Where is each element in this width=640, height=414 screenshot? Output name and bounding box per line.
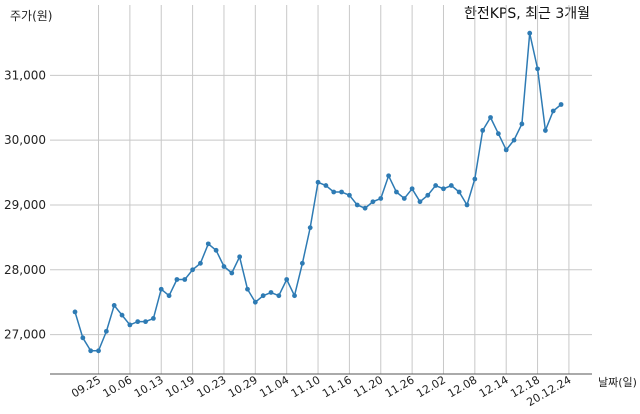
data-point	[96, 348, 101, 354]
y-tick-label: 30,000	[4, 133, 46, 147]
x-axis-label: 날짜(일)	[598, 375, 637, 389]
data-point	[456, 189, 462, 195]
data-point	[441, 186, 446, 192]
y-tick-label: 29,000	[4, 198, 46, 212]
data-point	[80, 335, 86, 341]
data-point	[347, 192, 352, 198]
data-point	[307, 225, 313, 231]
data-point	[433, 183, 439, 188]
data-point	[362, 205, 368, 211]
x-tick-label: 11.10	[289, 373, 323, 400]
data-point	[448, 183, 454, 188]
chart-title: 한전KPS, 최근 3개월	[464, 6, 590, 22]
price-series-points	[72, 30, 564, 354]
x-tick-label: 09.25	[69, 373, 103, 400]
data-point	[221, 264, 227, 269]
data-point	[550, 108, 556, 114]
data-point	[299, 260, 305, 266]
x-tick-label: 10.29	[226, 373, 260, 400]
data-point	[558, 102, 564, 107]
x-tick-label: 12.14	[477, 373, 511, 400]
data-point	[370, 199, 376, 205]
x-tick-labels: 09.2510.0610.1310.1910.2310.2911.0411.10…	[69, 373, 573, 409]
data-point	[331, 189, 337, 195]
y-tick-label: 28,000	[4, 263, 46, 277]
y-tick-label: 27,000	[4, 328, 46, 342]
x-tick-label: 10.19	[163, 373, 197, 400]
x-tick-label: 10.06	[101, 373, 135, 400]
data-point	[88, 348, 94, 354]
vertical-gridlines	[98, 5, 570, 374]
data-point	[464, 202, 470, 208]
data-point	[143, 319, 148, 325]
data-point	[111, 303, 117, 308]
data-point	[119, 312, 125, 318]
data-point	[268, 290, 274, 295]
data-point	[543, 128, 548, 133]
data-point	[213, 247, 219, 253]
data-point	[488, 115, 493, 120]
data-point	[409, 186, 415, 192]
y-tick-label: 31,000	[4, 68, 46, 82]
data-point	[315, 179, 321, 185]
y-tick-labels: 27,000 28,000 29,000 30,000 31,000	[4, 68, 46, 341]
data-point	[260, 293, 266, 299]
data-point	[151, 315, 156, 321]
data-point	[190, 267, 196, 273]
data-point	[394, 189, 399, 195]
data-point	[378, 196, 384, 201]
data-point	[245, 286, 250, 292]
data-point	[229, 270, 235, 276]
data-point	[495, 131, 501, 137]
data-point	[182, 277, 188, 282]
x-tick-label: 11.26	[383, 373, 417, 400]
data-point	[284, 277, 290, 282]
data-point	[417, 199, 423, 205]
data-point	[103, 328, 109, 334]
data-point	[205, 241, 211, 247]
data-point	[386, 173, 391, 179]
data-point	[425, 192, 431, 198]
y-axis-label: 주가(원)	[10, 9, 52, 23]
x-tick-label: 12.08	[446, 373, 480, 400]
data-point	[472, 176, 478, 182]
data-point	[339, 189, 344, 195]
x-tick-label: 11.20	[351, 373, 385, 400]
data-point	[511, 137, 517, 143]
data-point	[323, 183, 329, 188]
x-tick-label: 10.13	[132, 373, 166, 400]
data-point	[135, 319, 141, 325]
data-point	[401, 196, 407, 201]
data-point	[292, 293, 297, 299]
x-tick-label: 12.02	[414, 373, 448, 400]
data-point	[535, 66, 540, 72]
data-point	[127, 322, 133, 328]
data-point	[166, 293, 172, 299]
data-point	[480, 128, 486, 133]
horizontal-gridlines	[50, 74, 592, 336]
data-point	[174, 277, 180, 282]
data-point	[527, 30, 533, 36]
data-point	[354, 202, 360, 208]
data-point	[252, 299, 258, 305]
data-point	[198, 260, 203, 266]
data-point	[158, 286, 164, 292]
x-tick-label: 11.16	[320, 373, 354, 400]
data-point	[276, 293, 282, 299]
data-point	[72, 309, 78, 315]
data-point	[519, 121, 525, 127]
data-point	[237, 254, 243, 260]
data-point	[503, 147, 509, 153]
x-tick-label: 11.04	[257, 373, 291, 400]
x-tick-label: 10.23	[195, 373, 229, 400]
